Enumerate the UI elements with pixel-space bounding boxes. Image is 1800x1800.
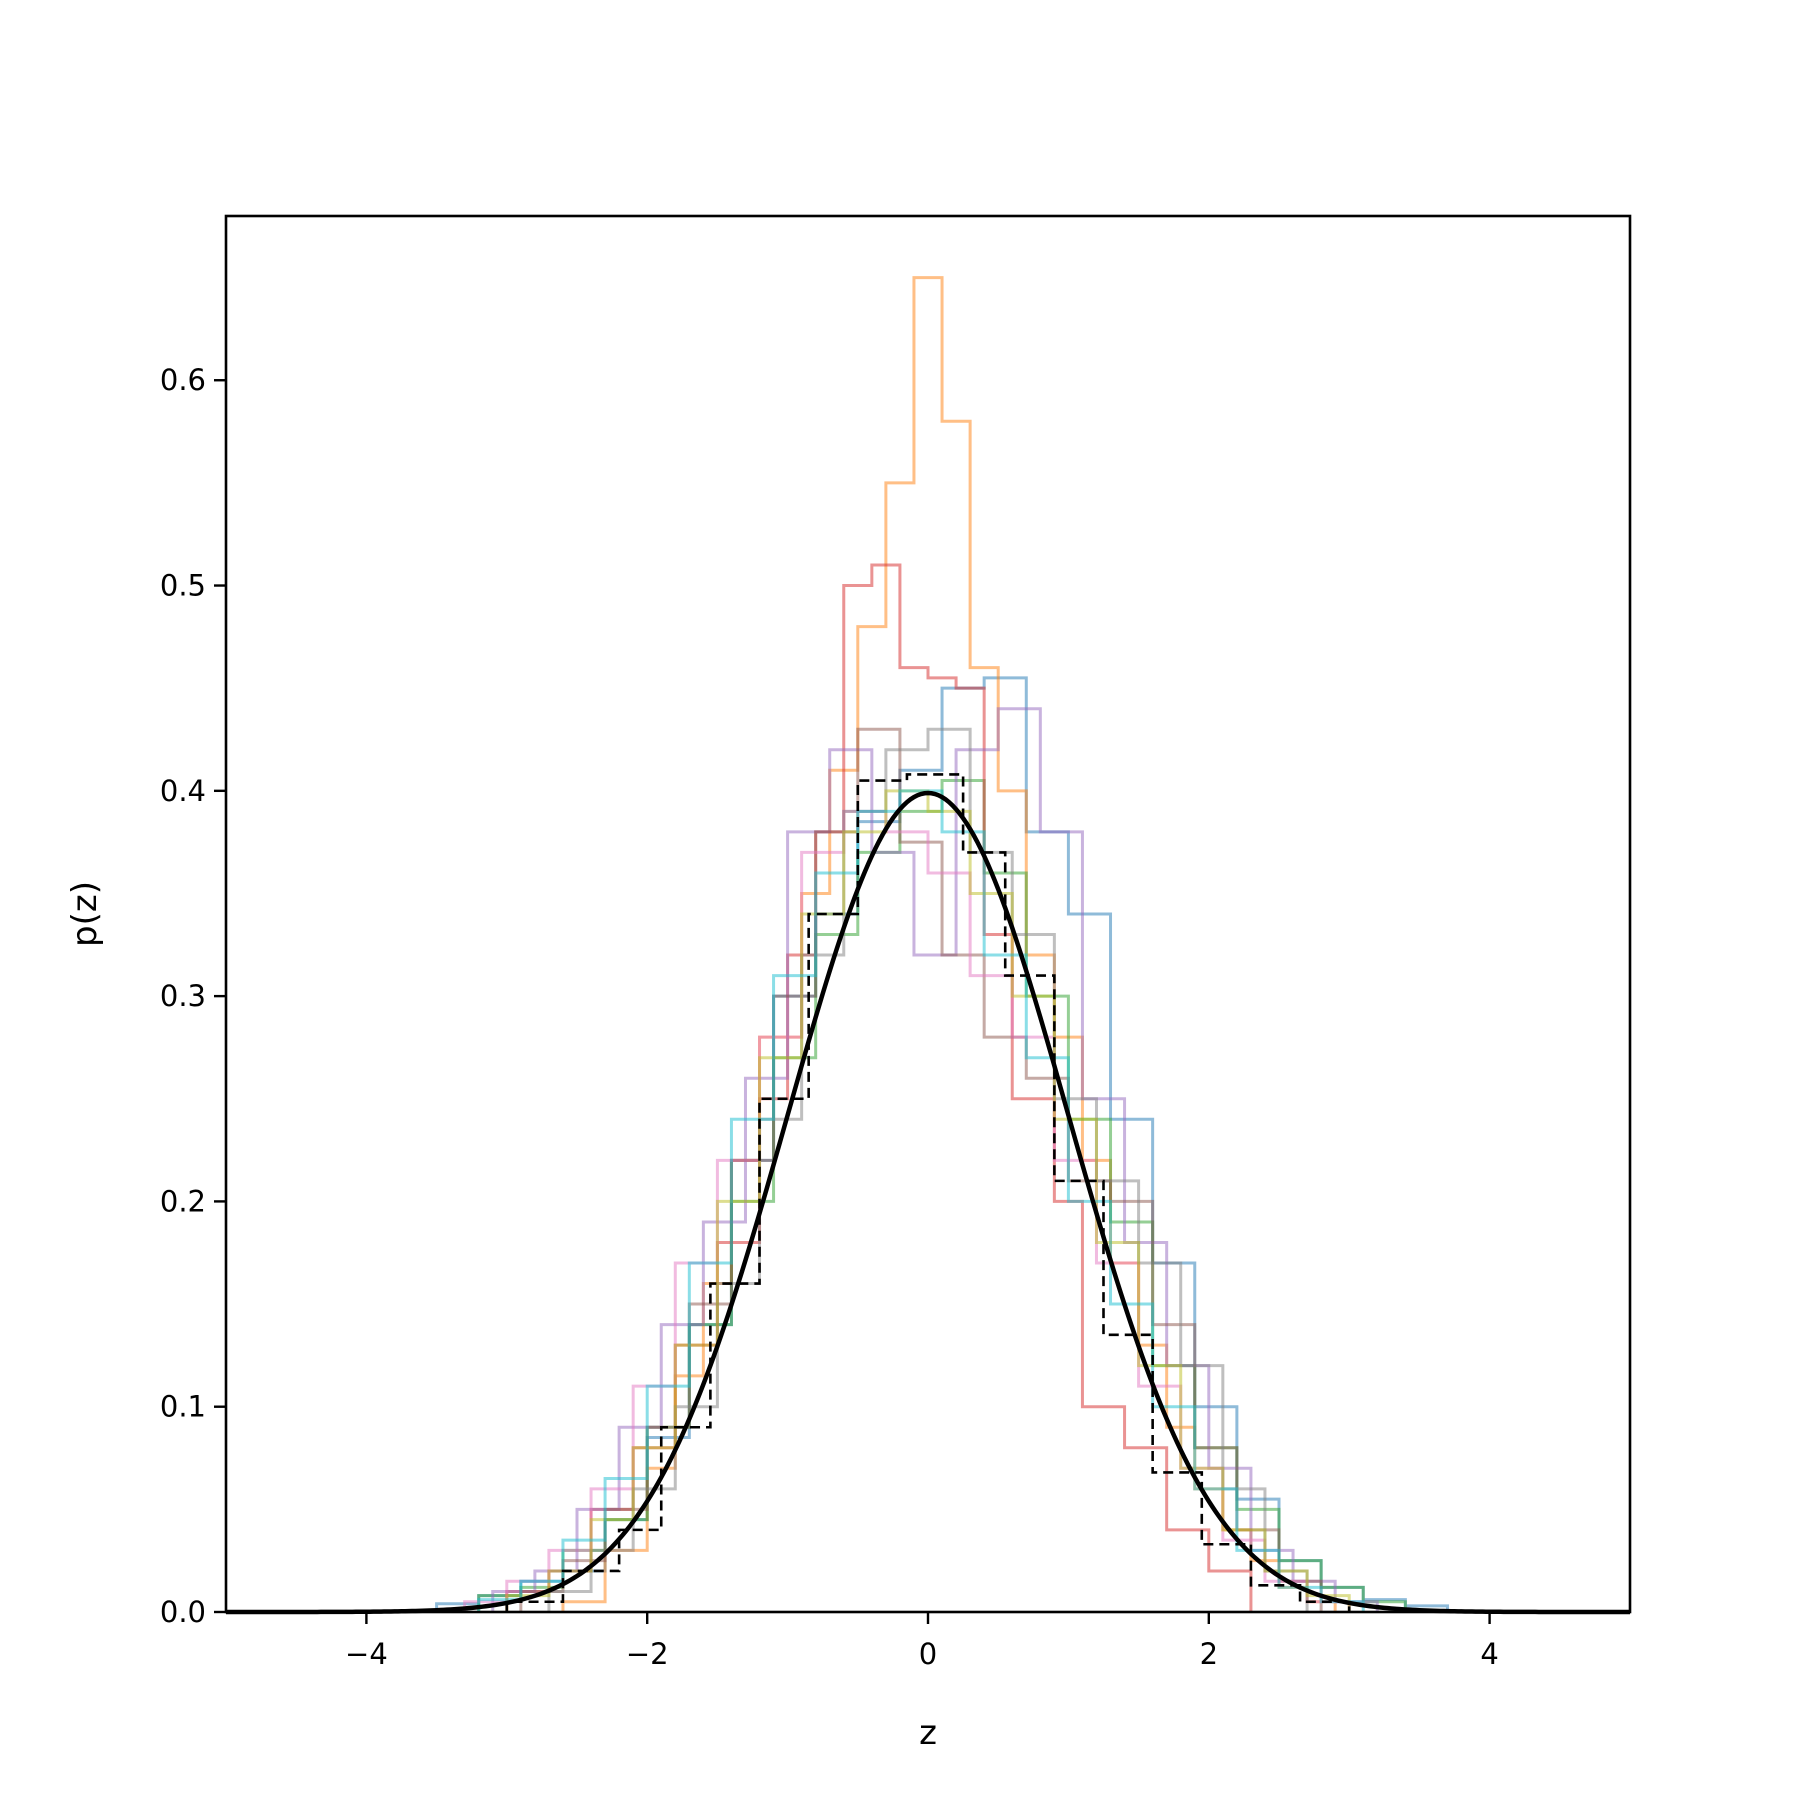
x-axis-label: z bbox=[919, 1713, 937, 1753]
y-tick-label: 0.2 bbox=[160, 1184, 206, 1218]
reference-histogram-dashed bbox=[505, 773, 1351, 1612]
y-tick-label: 0.1 bbox=[160, 1390, 206, 1424]
y-tick-label: 0.3 bbox=[160, 979, 206, 1013]
x-tick-label: −2 bbox=[626, 1637, 669, 1671]
y-tick-label: 0.4 bbox=[160, 774, 206, 808]
y-tick-label: 0.0 bbox=[160, 1595, 206, 1629]
histogram-series-9 bbox=[505, 789, 1351, 1612]
x-axis-ticks: −4 −2 0 2 4 bbox=[345, 1612, 1499, 1671]
y-axis-ticks: 0.0 0.1 0.2 0.3 0.4 0.5 0.6 bbox=[160, 363, 226, 1629]
plot-area bbox=[226, 276, 1630, 1615]
x-tick-label: 0 bbox=[919, 1637, 937, 1671]
histogram-series-10 bbox=[477, 789, 1365, 1612]
x-tick-label: 4 bbox=[1480, 1637, 1498, 1671]
y-tick-label: 0.5 bbox=[160, 569, 206, 603]
histogram-series-8 bbox=[547, 727, 1309, 1612]
y-tick-label: 0.6 bbox=[160, 363, 206, 397]
normal-pdf-curve bbox=[226, 790, 1630, 1615]
x-tick-label: −4 bbox=[345, 1637, 388, 1671]
y-axis-label: p(z) bbox=[65, 881, 105, 947]
x-tick-label: 2 bbox=[1200, 1637, 1218, 1671]
histogram-series-5 bbox=[491, 707, 1379, 1612]
